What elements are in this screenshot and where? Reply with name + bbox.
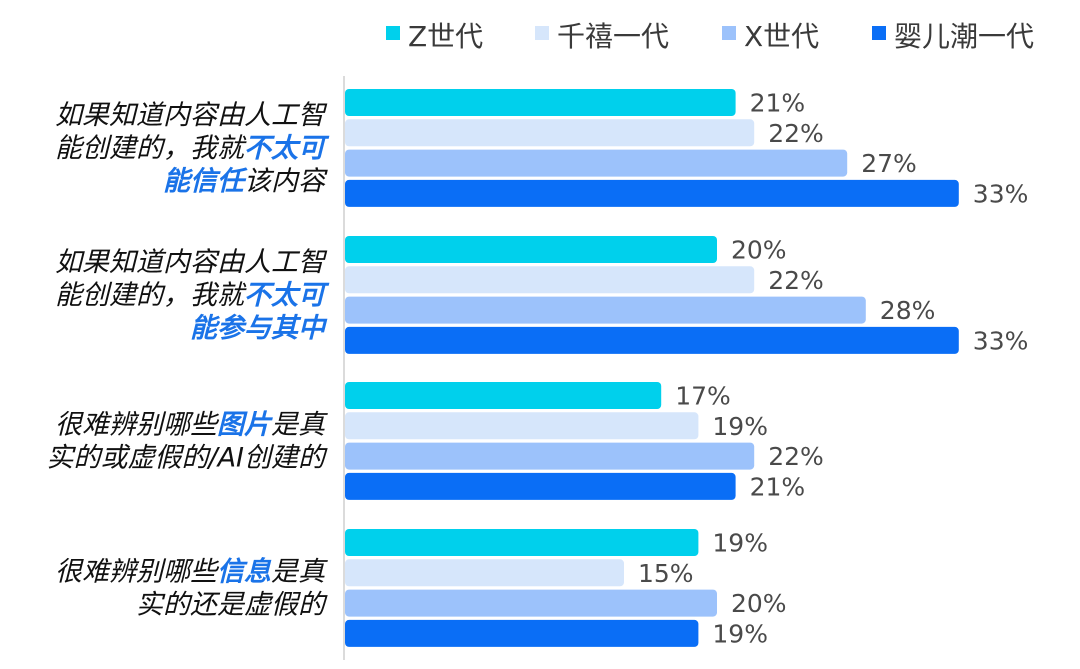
- bar-0-3: [345, 179, 959, 207]
- bar-2-2: [345, 442, 755, 470]
- category-text: 能创建的，我就: [55, 133, 247, 164]
- category-keyword: 不太可: [244, 280, 330, 311]
- category-label-line: 很难辨别哪些信息是真: [55, 556, 328, 587]
- bar-1-0: [345, 236, 717, 263]
- value-label-0-0: 21%: [750, 89, 806, 118]
- category-label-line: 如果知道内容由人工智: [55, 100, 328, 131]
- bar-2-3: [345, 472, 736, 500]
- legend: Z世代 千禧一代 X世代 婴儿潮一代: [386, 20, 1034, 53]
- category-label-line: 能信任该内容: [163, 166, 328, 197]
- value-label-1-0: 20%: [731, 236, 787, 265]
- category-label-line: 能参与其中: [190, 313, 328, 344]
- category-text: 是真: [271, 556, 328, 587]
- legend-label-3: 婴儿潮一代: [894, 20, 1034, 53]
- category-label-line: 实的还是虚假的: [136, 589, 328, 620]
- category-label-line: 能创建的，我就不太可: [55, 133, 330, 164]
- legend-swatch-2: [722, 26, 736, 40]
- category-label-line: 能创建的，我就不太可: [55, 280, 330, 311]
- value-label-3-2: 20%: [731, 589, 787, 618]
- category-text: 能创建的，我就: [55, 280, 247, 311]
- value-label-0-1: 22%: [768, 119, 824, 148]
- legend-label-2: X世代: [744, 20, 819, 53]
- legend-swatch-3: [872, 26, 886, 40]
- category-label-line: 实的或虚假的/AI创建的: [46, 442, 328, 473]
- category-keyword: 不太可: [244, 133, 330, 164]
- value-label-1-1: 22%: [768, 266, 824, 295]
- category-text: 很难辨别哪些: [55, 409, 220, 440]
- category-text: 实的还是虚假的: [136, 589, 328, 620]
- category-keyword: 信息: [217, 556, 272, 587]
- value-label-3-0: 19%: [712, 529, 768, 558]
- category-keyword: 能参与其中: [190, 313, 328, 344]
- legend-swatch-1: [535, 26, 549, 40]
- legend-swatch-0: [386, 26, 400, 40]
- category-text: 实的或虚假的/AI创建的: [46, 442, 328, 473]
- value-label-2-1: 19%: [712, 412, 768, 441]
- value-label-3-1: 15%: [638, 559, 694, 588]
- bar-0-0: [345, 89, 736, 116]
- category-keyword: 能信任: [163, 166, 248, 197]
- value-label-2-0: 17%: [675, 382, 731, 411]
- category-text: 如果知道内容由人工智: [55, 100, 328, 131]
- bar-3-1: [345, 559, 624, 587]
- bar-2-0: [345, 382, 662, 409]
- legend-label-1: 千禧一代: [557, 20, 669, 53]
- bar-3-2: [345, 589, 717, 617]
- bar-2-1: [345, 412, 699, 440]
- bar-0-2: [345, 149, 848, 177]
- category-labels: 如果知道内容由人工智能创建的，我就不太可能信任该内容如果知道内容由人工智能创建的…: [46, 100, 330, 621]
- value-labels: 21%22%27%33%20%22%28%33%17%19%22%21%19%1…: [638, 89, 1028, 649]
- value-label-3-3: 19%: [712, 619, 768, 648]
- category-text: 是真: [271, 409, 328, 440]
- bar-3-0: [345, 529, 699, 556]
- bar-0-1: [345, 119, 755, 147]
- category-label-line: 如果知道内容由人工智: [55, 247, 328, 278]
- value-label-2-2: 22%: [768, 442, 824, 471]
- category-keyword: 图片: [217, 409, 273, 440]
- bar-1-3: [345, 326, 959, 354]
- value-label-0-3: 33%: [973, 179, 1029, 208]
- category-text: 如果知道内容由人工智: [55, 247, 328, 278]
- value-label-1-3: 33%: [973, 326, 1029, 355]
- value-label-2-3: 21%: [750, 472, 806, 501]
- category-text: 该内容: [244, 166, 328, 197]
- bar-1-2: [345, 296, 866, 324]
- bar-1-1: [345, 266, 755, 294]
- value-label-0-2: 27%: [861, 149, 917, 178]
- bars: [345, 89, 959, 647]
- category-text: 很难辨别哪些: [55, 556, 220, 587]
- value-label-1-2: 28%: [880, 296, 936, 325]
- bar-3-3: [345, 619, 699, 647]
- legend-label-0: Z世代: [408, 20, 483, 53]
- category-label-line: 很难辨别哪些图片是真: [55, 409, 328, 440]
